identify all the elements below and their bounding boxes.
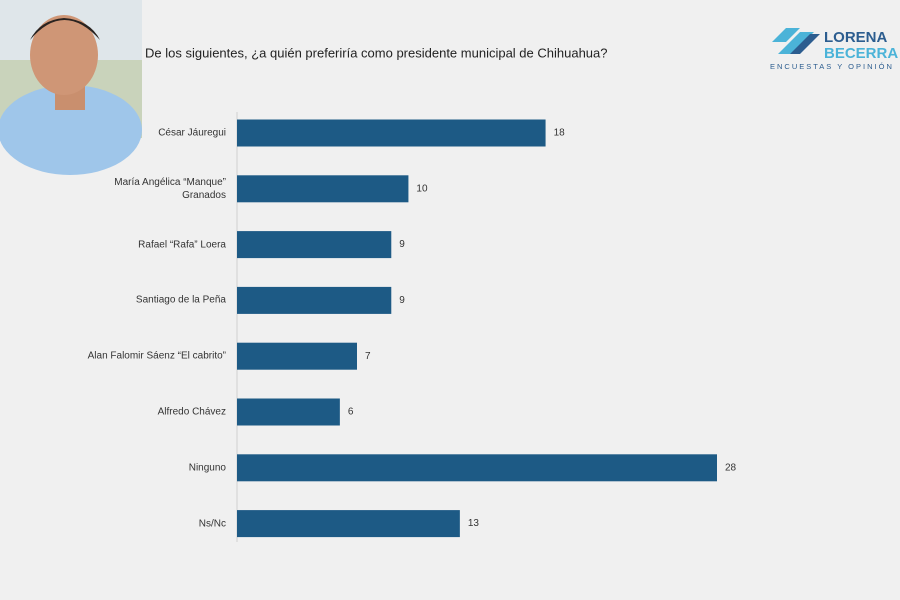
value-label: 6 bbox=[348, 407, 354, 418]
value-label: 28 bbox=[725, 462, 737, 473]
value-label: 10 bbox=[416, 183, 428, 194]
value-label: 18 bbox=[554, 128, 566, 139]
bar bbox=[237, 231, 392, 259]
logo-tagline: ENCUESTAS Y OPINIÓN bbox=[770, 62, 894, 71]
bar bbox=[237, 286, 392, 314]
value-label: 9 bbox=[399, 295, 405, 306]
value-label: 9 bbox=[399, 239, 405, 250]
category-label: Ns/Nc bbox=[198, 518, 226, 530]
bar bbox=[237, 454, 717, 482]
photo bbox=[0, 0, 142, 175]
bar bbox=[237, 175, 409, 203]
logo-name: BECERRA bbox=[824, 45, 898, 62]
category-label: Santiago de la Peña bbox=[135, 294, 226, 306]
category-label: Ninguno bbox=[188, 462, 226, 474]
bar bbox=[237, 510, 460, 538]
value-label: 13 bbox=[468, 518, 480, 529]
logo-name: LORENA bbox=[824, 29, 888, 46]
category-label: Rafael “Rafa” Loera bbox=[138, 239, 226, 251]
bar bbox=[237, 398, 340, 426]
value-label: 7 bbox=[365, 351, 371, 362]
category-label: César Jáuregui bbox=[158, 127, 226, 139]
chart-title: De los siguientes, ¿a quién preferiría c… bbox=[145, 45, 608, 60]
logo: LORENA BECERRA ENCUESTAS Y OPINIÓN bbox=[770, 28, 898, 71]
category-label: Alfredo Chávez bbox=[157, 406, 226, 418]
category-label: María Angélica “Manque” Granados bbox=[114, 176, 226, 201]
bar bbox=[237, 119, 546, 147]
category-label: Alan Falomir Sáenz “El cabrito” bbox=[87, 350, 226, 362]
bar bbox=[237, 342, 357, 370]
